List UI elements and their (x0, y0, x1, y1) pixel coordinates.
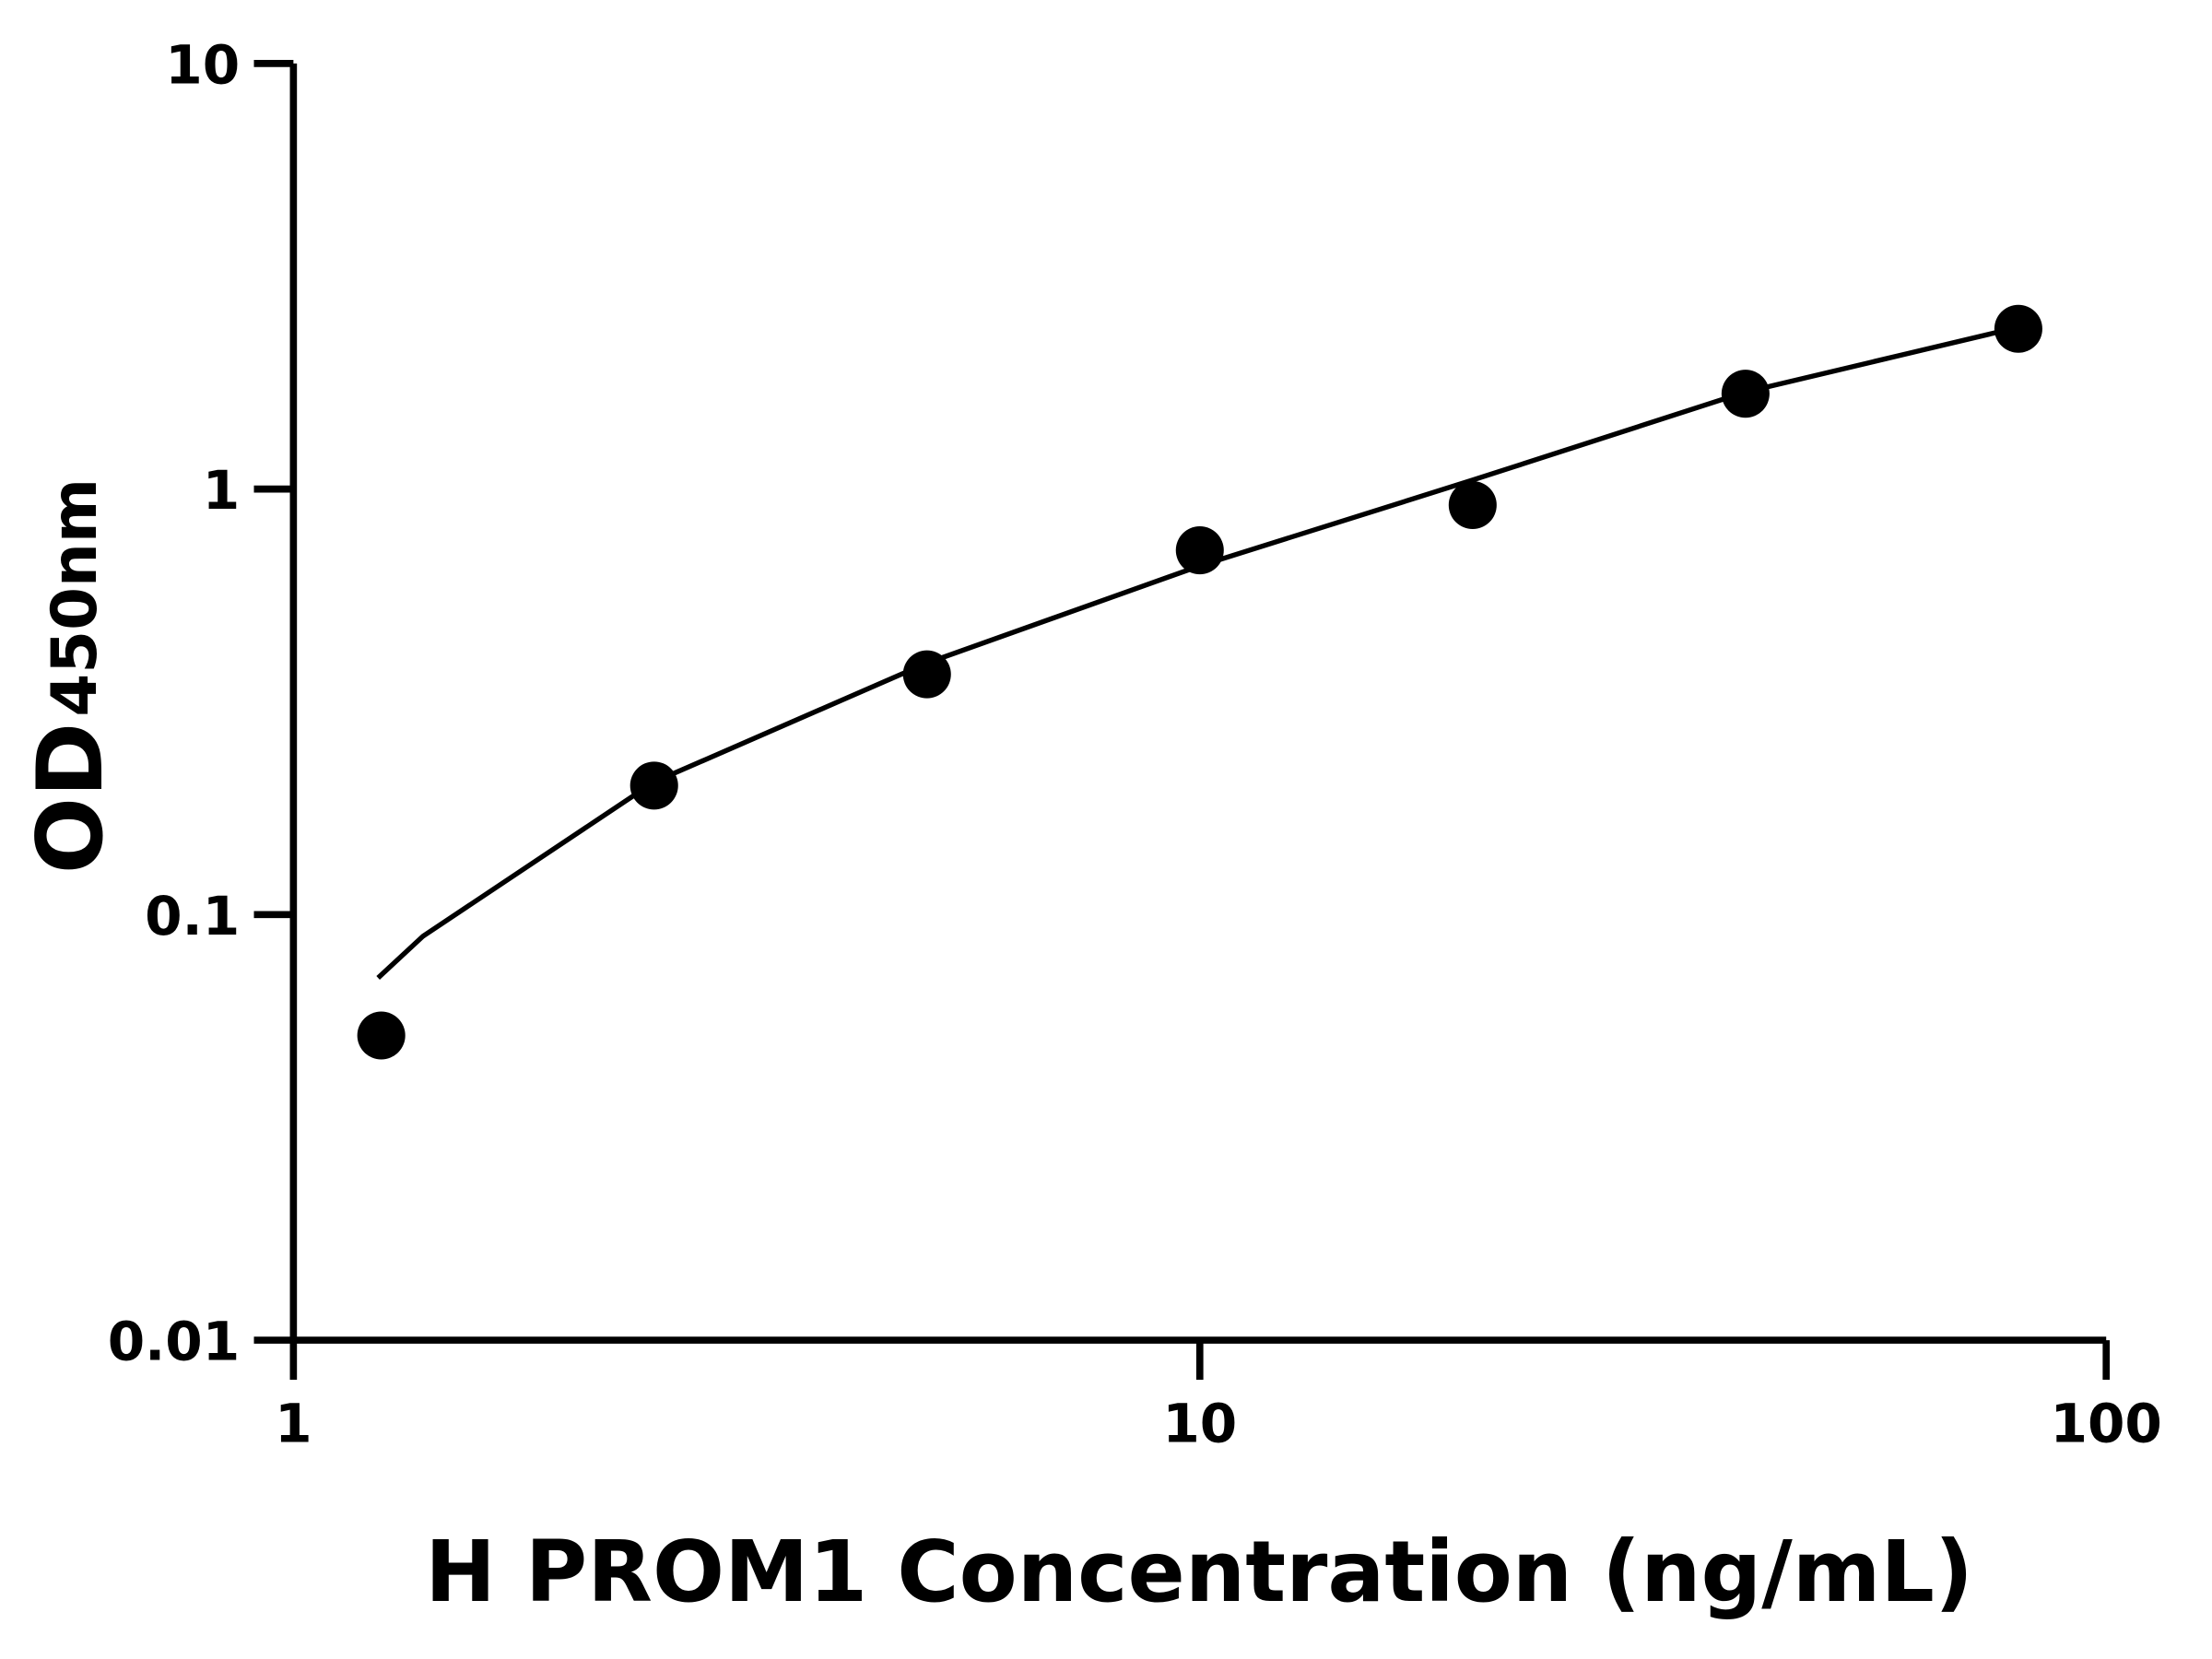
y-tick-label: 0.01 (108, 1311, 241, 1373)
x-tick-label: 1 (275, 1392, 312, 1454)
data-point (357, 1011, 406, 1060)
y-axis-title: OD (18, 723, 124, 875)
data-point (1448, 480, 1497, 530)
x-tick-label: 100 (2051, 1392, 2162, 1454)
y-tick-label: 10 (165, 33, 240, 96)
x-tick-label: 10 (1162, 1392, 1237, 1454)
x-axis-title: H PROM1 Concentration (ng/mL) (425, 1523, 1973, 1621)
data-point (629, 761, 678, 810)
y-tick-label: 0.1 (145, 885, 240, 947)
data-point (1994, 304, 2042, 353)
y-axis-title-group: OD 450nm (18, 478, 124, 874)
y-tick-label: 1 (203, 459, 240, 522)
data-point (1721, 370, 1770, 418)
fit-curve (376, 324, 2019, 980)
y-axis-title-subscript: 450nm (38, 478, 111, 717)
data-point (902, 650, 951, 699)
data-point (1175, 526, 1224, 575)
